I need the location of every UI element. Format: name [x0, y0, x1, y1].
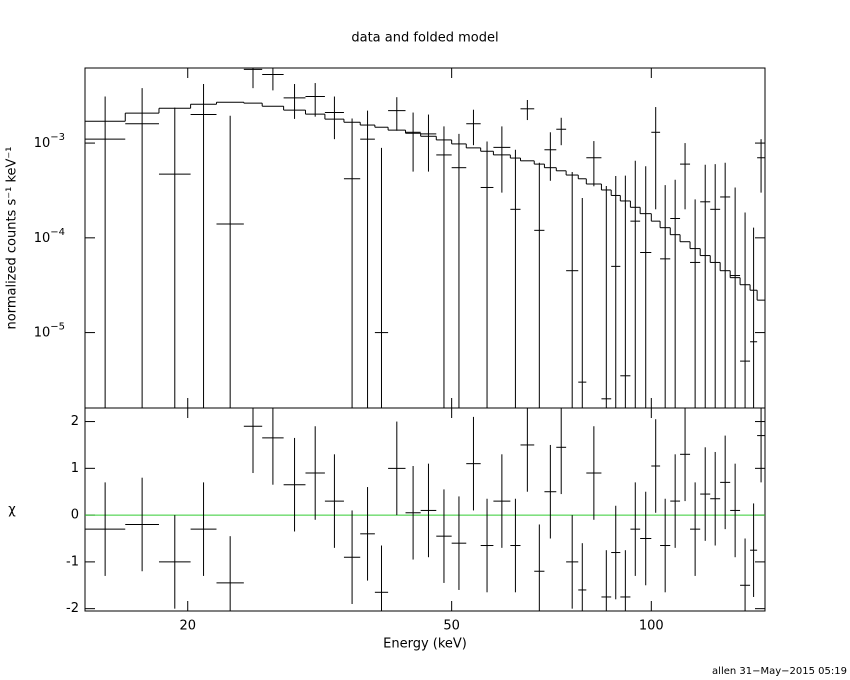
y-tick-exponent: −4 — [50, 227, 65, 238]
y-tick-label: 1 — [71, 461, 79, 476]
x-tick-label: 20 — [179, 619, 196, 634]
y-tick-exponent: −5 — [50, 322, 65, 333]
y-tick-label: 0 — [71, 508, 79, 523]
y-tick-base: 10 — [34, 230, 51, 245]
y-tick-exponent: −3 — [50, 132, 65, 143]
y-axis-label: χ — [8, 503, 16, 518]
x-axis-label: Energy (keV) — [383, 637, 467, 652]
plot-area — [85, 408, 765, 611]
chart-title: data and folded model — [351, 31, 498, 46]
y-tick-base: 10 — [34, 325, 51, 340]
y-tick-label: 10−4 — [34, 227, 65, 246]
x-tick-label: 100 — [639, 619, 664, 634]
y-tick-label: 10−5 — [34, 322, 65, 341]
y-tick-base: 10 — [34, 136, 51, 151]
footer: allen 31−May−2015 05:19 — [712, 666, 847, 677]
y-axis-label: normalized counts s⁻¹ keV⁻¹ — [5, 147, 20, 330]
y-tick-label: 10−3 — [34, 132, 65, 151]
plot-area — [85, 68, 765, 408]
x-tick-label: 50 — [443, 619, 460, 634]
panel-frame — [84, 67, 766, 409]
y-tick-label: -1 — [66, 554, 79, 569]
y-tick-label: -2 — [66, 601, 79, 616]
panel-frame — [84, 407, 766, 612]
y-tick-label: 2 — [71, 414, 79, 429]
